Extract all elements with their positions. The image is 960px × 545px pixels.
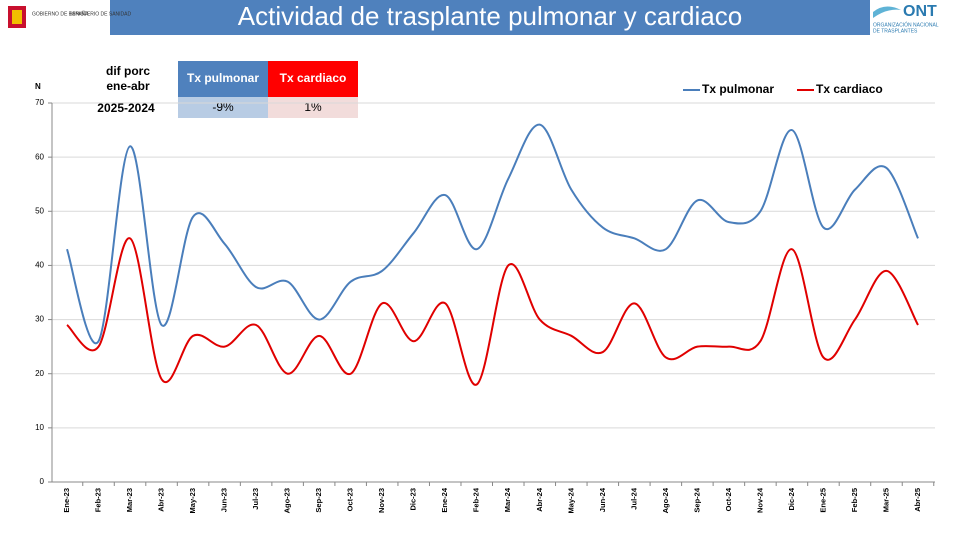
emblem-inner bbox=[12, 10, 22, 24]
ont-subtitle: ORGANIZACIÓN NACIONAL bbox=[873, 21, 939, 28]
y-tick-label: 60 bbox=[35, 152, 44, 161]
x-tick-label: Abr-24 bbox=[535, 487, 544, 512]
x-tick-label: Mar-24 bbox=[503, 487, 512, 512]
x-tick-label: Sep-23 bbox=[314, 488, 323, 513]
x-tick-label: Mar-23 bbox=[125, 488, 134, 512]
x-tick-label: May-24 bbox=[566, 487, 575, 513]
table-value: -9% bbox=[212, 100, 234, 114]
table-header-text: Tx pulmonar bbox=[187, 71, 259, 85]
x-tick-label: Jul-24 bbox=[629, 487, 638, 510]
y-tick-label: 70 bbox=[35, 98, 44, 107]
x-tick-label: Dic-24 bbox=[787, 487, 796, 510]
table-header-text: Tx cardiaco bbox=[280, 71, 347, 85]
x-tick-label: Jun-23 bbox=[220, 488, 229, 512]
x-tick-label: Mar-25 bbox=[881, 488, 890, 512]
series-line bbox=[66, 123, 919, 345]
logo-text: MINISTERIO DE SANIDAD bbox=[70, 11, 132, 17]
x-tick-label: Feb-24 bbox=[472, 487, 481, 512]
x-tick-label: May-23 bbox=[188, 488, 197, 513]
x-tick-label: Feb-25 bbox=[850, 488, 859, 512]
series-line bbox=[66, 237, 919, 386]
x-tick-label: Nov-24 bbox=[755, 487, 764, 513]
ont-swoosh bbox=[873, 6, 901, 18]
table-cell bbox=[268, 97, 358, 118]
title-bar bbox=[110, 0, 870, 35]
x-tick-label: Feb-23 bbox=[94, 488, 103, 512]
y-axis-label: N bbox=[35, 82, 41, 91]
table-label: ene-abr bbox=[106, 79, 150, 93]
table-value: 1% bbox=[304, 100, 322, 114]
x-tick-label: Jul-23 bbox=[251, 488, 260, 510]
ont-name: ONT bbox=[903, 3, 937, 20]
x-tick-label: Dic-23 bbox=[409, 488, 418, 511]
table-cell bbox=[178, 97, 268, 118]
table-label: dif porc bbox=[106, 64, 150, 78]
table-header bbox=[178, 61, 268, 97]
y-tick-label: 0 bbox=[40, 477, 45, 486]
x-tick-label: Oct-24 bbox=[724, 487, 733, 511]
x-tick-label: Abr-25 bbox=[913, 488, 922, 512]
x-tick-label: Ene-23 bbox=[62, 488, 71, 513]
y-tick-label: 30 bbox=[35, 315, 44, 324]
x-tick-label: Jun-24 bbox=[598, 487, 607, 512]
slide-title: Actividad de trasplante pulmonar y cardi… bbox=[238, 1, 742, 31]
y-tick-label: 10 bbox=[35, 423, 44, 432]
legend-label: Tx pulmonar bbox=[702, 82, 774, 96]
x-tick-label: Nov-23 bbox=[377, 488, 386, 513]
ont-subtitle: DE TRASPLANTES bbox=[873, 28, 918, 34]
y-tick-label: 40 bbox=[35, 261, 44, 270]
legend-label: Tx cardiaco bbox=[816, 82, 883, 96]
x-tick-label: Oct-23 bbox=[346, 488, 355, 511]
x-tick-label: Ago-23 bbox=[283, 488, 292, 513]
table-header bbox=[268, 61, 358, 97]
y-tick-label: 50 bbox=[35, 206, 44, 215]
x-tick-label: Ene-24 bbox=[440, 487, 449, 512]
x-tick-label: Abr-23 bbox=[157, 488, 166, 512]
x-tick-label: Ene-25 bbox=[818, 488, 827, 513]
x-tick-label: Ago-24 bbox=[661, 487, 670, 513]
x-tick-label: Sep-24 bbox=[692, 487, 701, 512]
logo-text: GOBIERNO DE ESPAÑA bbox=[32, 10, 89, 17]
y-tick-label: 20 bbox=[35, 369, 44, 378]
table-label: 2025-2024 bbox=[97, 101, 155, 115]
